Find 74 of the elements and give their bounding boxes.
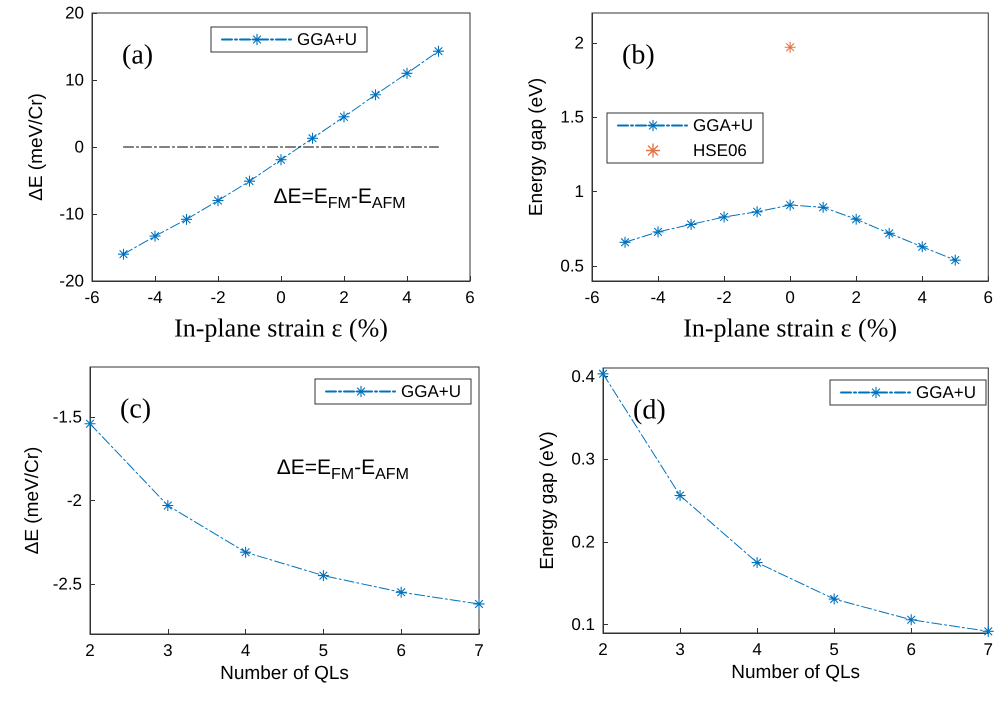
legend-label: GGA+U (693, 116, 753, 135)
y-axis-title: ΔE (meV/Cr) (22, 446, 43, 554)
y-axis-title: Energy gap (eV) (537, 431, 558, 570)
point (752, 206, 763, 218)
annotation: (a) (122, 40, 154, 70)
x-tick-label: 3 (675, 640, 685, 659)
x-axis-title: Number of QLs (731, 662, 860, 683)
annotation: (d) (633, 394, 666, 426)
point (784, 42, 796, 53)
legend-label: GGA+U (297, 30, 357, 49)
x-tick-label: 2 (339, 288, 349, 307)
y-axis-title: Energy gap (eV) (526, 78, 547, 216)
x-tick-label: 2 (851, 288, 861, 307)
point (370, 89, 381, 100)
x-tick-label: 6 (984, 288, 994, 307)
y-tick-label: -2.5 (52, 574, 82, 594)
x-tick-label: -6 (584, 288, 600, 307)
point (276, 154, 286, 166)
y-tick-label: 2 (574, 33, 584, 52)
y-tick-label: 1 (574, 182, 584, 202)
y-tick-label: -10 (59, 204, 84, 224)
y-tick-label: 0 (74, 138, 84, 156)
point (307, 132, 318, 144)
x-tick-label: 6 (396, 641, 406, 660)
x-tick-label: 0 (785, 288, 795, 307)
x-tick-label: -4 (650, 288, 666, 307)
x-tick-label: 2 (598, 640, 608, 659)
point (916, 241, 928, 252)
x-tick-label: 5 (318, 641, 328, 660)
y-axis-title: ΔE (meV/Cr) (26, 93, 47, 201)
x-axis-title: Number of QLs (220, 663, 349, 684)
x-tick-label: 6 (465, 288, 475, 307)
y-tick-label: -20 (59, 272, 84, 290)
point (396, 586, 407, 598)
y-tick-label: -2 (66, 491, 82, 510)
y-tick-label: 0.3 (571, 450, 595, 469)
x-tick-label: 4 (917, 288, 927, 307)
point (850, 214, 862, 225)
y-tick-label: 0.2 (571, 532, 595, 552)
x-tick-label: 5 (829, 640, 839, 659)
y-tick-label: 0.5 (560, 256, 584, 276)
x-tick-label: 6 (906, 640, 916, 659)
x-tick-label: -6 (84, 288, 100, 307)
point (884, 228, 895, 239)
point (240, 546, 252, 558)
x-tick-label: 7 (984, 640, 994, 659)
x-tick-label: -2 (210, 288, 226, 307)
point (84, 418, 96, 430)
x-tick-label: 3 (163, 641, 173, 660)
point (950, 254, 961, 266)
x-tick-label: 4 (240, 641, 250, 660)
x-tick-label: 0 (276, 288, 286, 307)
x-tick-label: -2 (716, 288, 732, 307)
y-tick-label: -1.5 (52, 408, 82, 427)
y-tick-label: 0.1 (571, 615, 595, 634)
x-axis-title: In-plane strain ε (%) (174, 314, 388, 342)
point (982, 626, 994, 637)
x-axis-title: In-plane strain ε (%) (683, 314, 898, 342)
x-tick-label: 4 (752, 640, 762, 659)
x-tick-label: 7 (474, 641, 484, 660)
point (906, 614, 917, 626)
x-tick-label: -4 (147, 288, 163, 307)
legend-label: GGA+U (401, 382, 462, 401)
y-tick-label: 1.5 (560, 108, 584, 127)
legend-label: GGA+U (916, 383, 976, 402)
point (620, 236, 631, 248)
y-tick-label: 0.4 (571, 366, 595, 386)
point (598, 368, 608, 380)
y-tick-label: 20 (65, 4, 84, 22)
annotation: (b) (622, 40, 655, 70)
legend-label: HSE06 (693, 141, 747, 160)
x-tick-label: 4 (402, 288, 412, 307)
y-tick-label: 10 (65, 70, 84, 90)
annotation: (c) (120, 394, 152, 424)
